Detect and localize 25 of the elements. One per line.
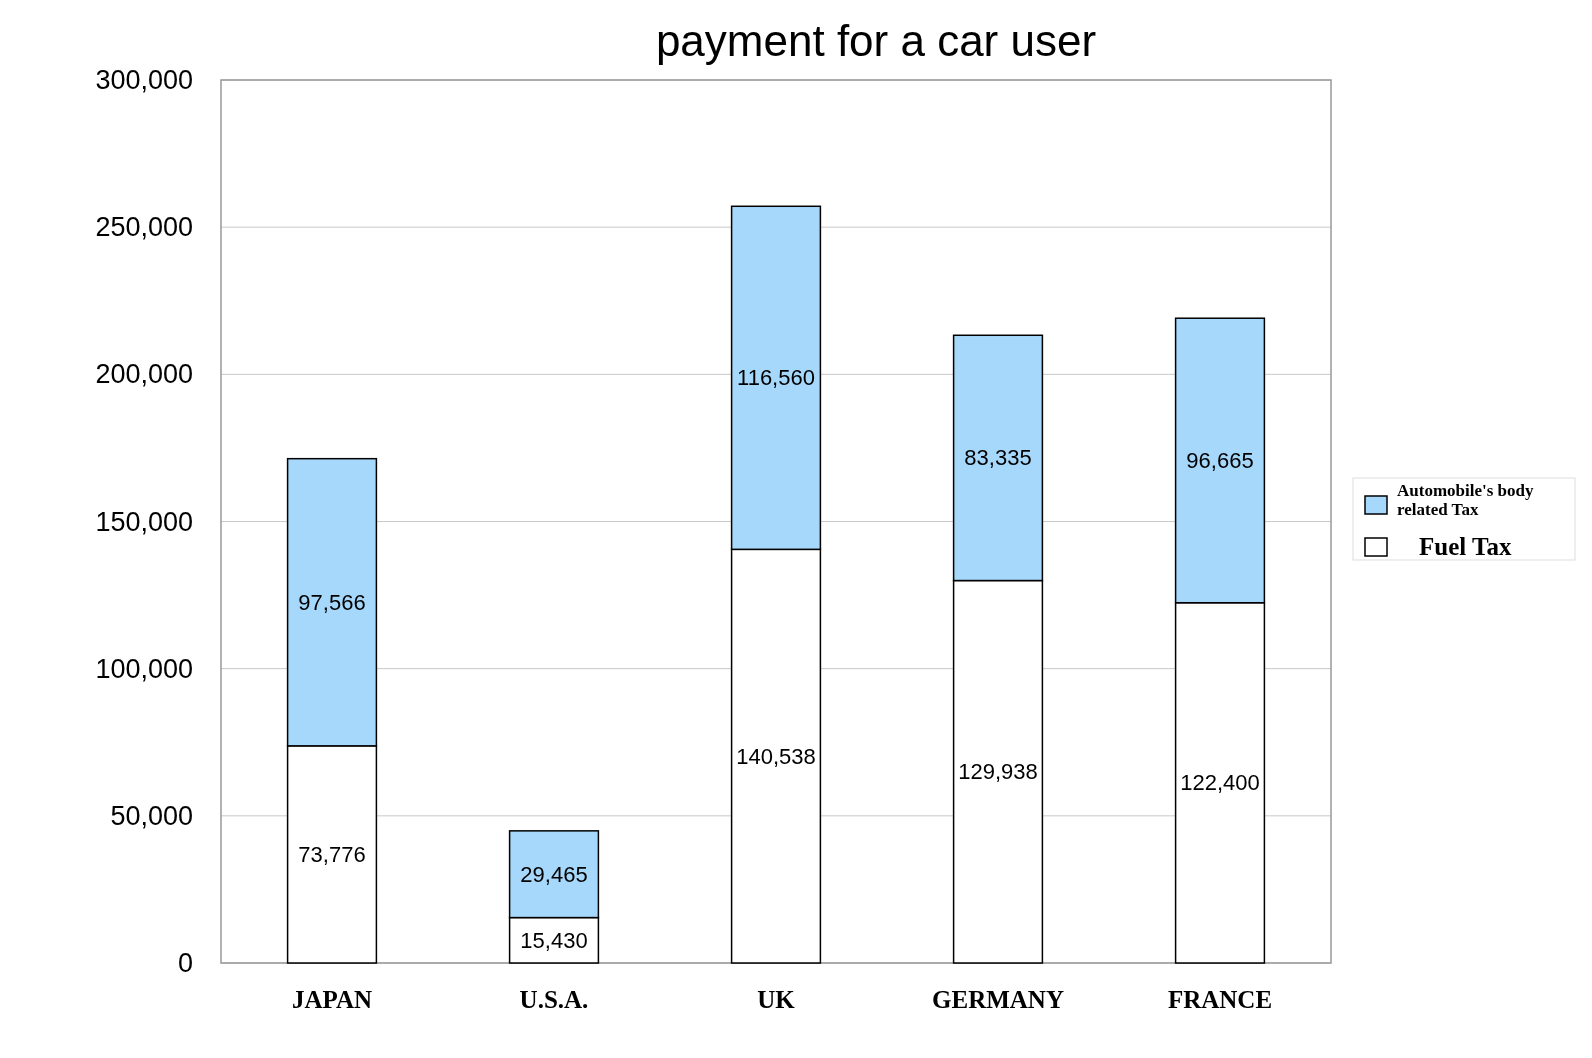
- data-label: 15,430: [520, 927, 588, 953]
- data-label: 73,776: [298, 841, 366, 867]
- data-label: 29,465: [520, 861, 588, 887]
- y-tick-label: 250,000: [95, 212, 193, 243]
- y-tick-label: 200,000: [95, 359, 193, 390]
- y-tick-label: 150,000: [95, 506, 193, 537]
- data-label: 97,566: [298, 589, 366, 615]
- y-tick-label: 300,000: [95, 65, 193, 95]
- x-tick-label: FRANCE: [1167, 986, 1273, 1013]
- data-label: 116,560: [737, 365, 815, 391]
- y-tick-label: 50,000: [110, 800, 193, 831]
- y-tick-label: 100,000: [95, 653, 193, 684]
- x-tick-label: U.S.A.: [519, 986, 589, 1013]
- x-tick-label: GERMANY: [932, 986, 1064, 1013]
- data-label: 140,538: [736, 743, 816, 769]
- x-tick-label: UK: [757, 986, 796, 1013]
- legend-label: Automobile's body related Tax: [1397, 481, 1534, 519]
- data-label: 83,335: [964, 445, 1032, 471]
- legend-label: Fuel Tax: [1419, 533, 1512, 560]
- data-label: 122,400: [1180, 770, 1260, 796]
- data-label: 129,938: [958, 759, 1038, 785]
- x-tick-label: JAPAN: [291, 986, 373, 1013]
- y-tick-label: 0: [177, 948, 193, 978]
- chart-title: payment for a car user: [655, 16, 1097, 65]
- data-label: 96,665: [1186, 447, 1254, 473]
